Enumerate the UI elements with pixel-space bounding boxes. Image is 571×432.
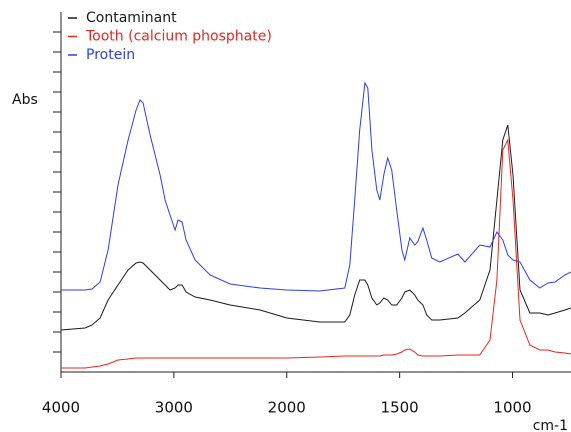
series-line (61, 138, 571, 369)
x-tick-label: 3000 (155, 399, 193, 417)
series-line (60, 124, 571, 331)
series-line (61, 81, 571, 292)
y-axis-label: Abs (12, 92, 38, 108)
x-tick-label: 4000 (42, 399, 80, 417)
x-axis-label: cm-1 (533, 418, 568, 432)
x-tick-label: 1000 (493, 399, 531, 417)
x-tick-label: 1500 (381, 399, 419, 417)
legend-label: Tooth (calcium phosphate) (85, 29, 272, 45)
x-tick-label: 2000 (268, 399, 306, 417)
legend-label: Contaminant (86, 10, 177, 26)
legend-label: Protein (86, 47, 135, 63)
